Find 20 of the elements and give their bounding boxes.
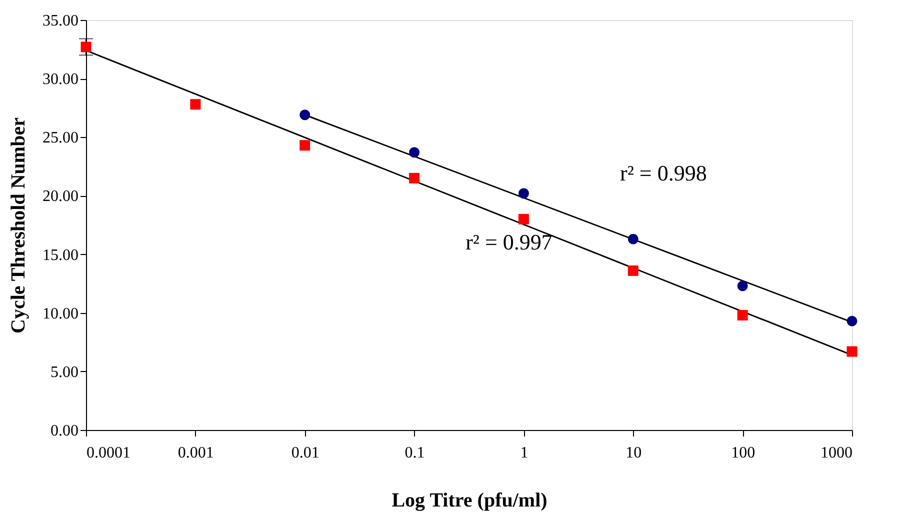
annotation: r² = 0.998 xyxy=(620,160,707,186)
y-tick-label: 35.00 xyxy=(42,12,78,30)
y-axis-title: Cycle Threshold Number xyxy=(8,117,30,334)
x-tick-label: 0.01 xyxy=(291,444,320,462)
y-tick-label: 30.00 xyxy=(42,71,78,88)
x-tick-label: 1 xyxy=(520,444,528,462)
x-tick-label: 0.1 xyxy=(404,444,425,462)
x-tick-label: 10 xyxy=(626,444,642,462)
x-tick-label: 1000 xyxy=(820,444,852,462)
y-tick-label: 15.00 xyxy=(42,246,78,264)
y-tick-label: 25.00 xyxy=(42,130,78,147)
x-tick-label: 100 xyxy=(731,444,756,462)
x-tick-label: 0.001 xyxy=(178,444,214,462)
y-tick-label: 0.00 xyxy=(50,422,78,440)
x-axis-title: Log Titre (pfu/ml) xyxy=(392,490,548,512)
y-tick-label: 5.00 xyxy=(50,364,78,381)
y-tick-label: 10.00 xyxy=(42,305,78,322)
y-tick-label: 20.00 xyxy=(42,188,78,206)
x-tick-label: 0.0001 xyxy=(86,444,130,462)
annotation: r² = 0.997 xyxy=(466,230,552,255)
